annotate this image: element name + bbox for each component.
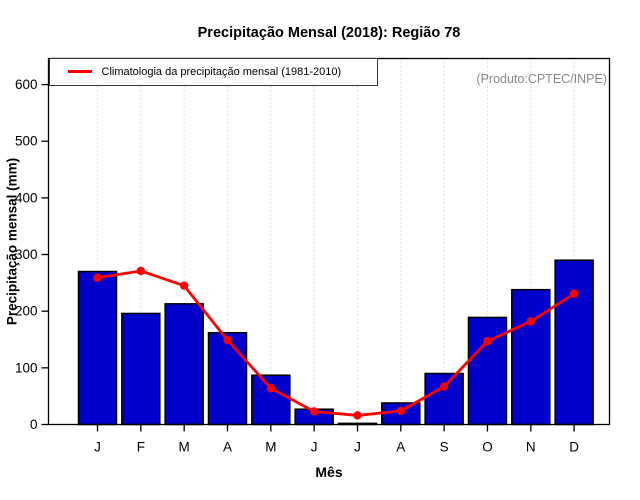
x-tick-label: A <box>396 440 405 455</box>
climatology-point <box>223 335 232 345</box>
climatology-point <box>136 266 146 276</box>
y-tick-label: 600 <box>15 77 38 92</box>
climatology-point <box>179 281 189 290</box>
bar <box>554 259 594 426</box>
legend-label: Climatologia da precipitação mensal (198… <box>101 65 342 78</box>
x-tick-label: S <box>440 440 449 455</box>
legend-line-swatch <box>67 70 92 73</box>
x-tick-label: M <box>265 440 276 455</box>
climatology-line <box>97 269 575 417</box>
x-tick-label: N <box>526 440 536 455</box>
y-tick-label: 200 <box>15 304 38 319</box>
climatology-point <box>439 382 449 391</box>
climatology-point <box>483 337 492 346</box>
x-tick-label: J <box>354 440 361 455</box>
y-tick-label: 0 <box>30 417 38 432</box>
y-tick-label: 400 <box>15 190 38 205</box>
x-tick-label: D <box>569 440 579 455</box>
x-tick-label: J <box>311 440 318 455</box>
chart-title: Precipitação Mensal (2018): Região 78 <box>197 25 461 41</box>
climatology-point <box>266 384 276 393</box>
legend: Climatologia da precipitação mensal (198… <box>48 57 378 86</box>
climatology-point <box>353 411 362 420</box>
x-tick-label: J <box>94 440 101 455</box>
climatology-point <box>569 289 579 298</box>
y-tick-label: 500 <box>15 134 38 149</box>
x-tick-label: A <box>223 440 232 455</box>
climatology-point <box>526 317 535 326</box>
watermark-text: (Produto:CPTEC/INPE) <box>476 72 607 86</box>
y-tick-label: 300 <box>15 247 38 262</box>
y-tick-label: 100 <box>15 360 38 375</box>
bar <box>511 288 551 426</box>
x-axis-title: Mês <box>315 464 343 480</box>
bar <box>164 303 204 426</box>
bar <box>77 270 118 426</box>
bar <box>424 372 464 426</box>
bar <box>121 312 161 426</box>
x-tick-label: M <box>179 440 190 455</box>
bar <box>467 316 508 426</box>
x-tick-label: F <box>137 440 145 455</box>
climatology-point <box>396 406 406 416</box>
bar <box>207 331 248 426</box>
bar <box>251 374 291 426</box>
x-tick-label: O <box>482 440 493 455</box>
climatology-point <box>309 407 319 416</box>
climatology-point <box>93 273 102 282</box>
